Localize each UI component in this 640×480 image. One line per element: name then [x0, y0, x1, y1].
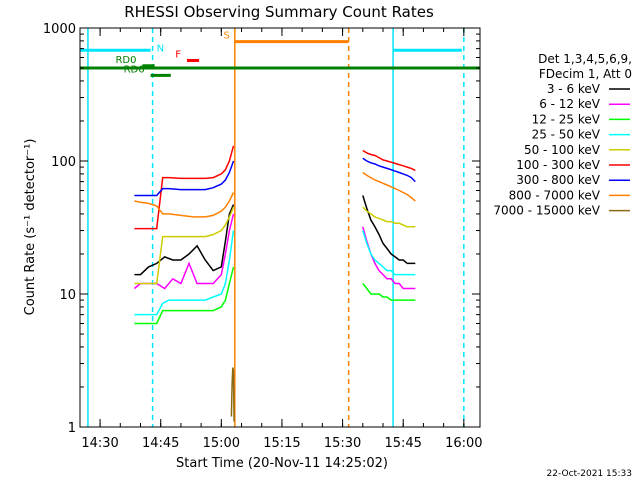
x-tick-label: 15:15 — [263, 436, 300, 451]
series-line-12-25-kev-1 — [362, 283, 416, 301]
y-tick-label: 100 — [51, 155, 76, 170]
y-tick-label: 10 — [59, 288, 76, 303]
legend-entry-800-7000-kev: 800 - 7000 keV — [509, 188, 601, 202]
legend-header-line-2: FDecim 1, Att 0 — [539, 67, 632, 81]
flag-label-f: F — [175, 49, 181, 60]
plot-frame — [79, 27, 481, 428]
timestamp: 22-Oct-2021 15:33 — [547, 469, 632, 479]
x-axis-label: Start Time (20-Nov-11 14:25:02) — [176, 456, 388, 471]
flag-label-s: S — [223, 31, 229, 42]
chart-title: RHESSI Observing Summary Count Rates — [124, 3, 434, 21]
series-line-7000-15000-kev-0 — [230, 367, 235, 422]
x-tick-label: 16:00 — [445, 436, 482, 451]
x-tick-label: 14:30 — [81, 436, 118, 451]
y-tick-label: 1 — [68, 421, 76, 436]
legend-entry-12-25-kev: 12 - 25 keV — [532, 112, 601, 126]
legend-header-line-1: Det 1,3,4,5,6,9, — [538, 52, 632, 66]
series-line-50-100-kev-0 — [134, 206, 235, 285]
y-axis-label: Count Rate (s⁻¹ detector⁻¹) — [23, 139, 38, 316]
flag-label-rd0: RD0 — [115, 55, 136, 66]
series-line-12-25-kev-0 — [134, 266, 235, 325]
y-axis: 1 10 100 1000 — [43, 22, 480, 436]
series-line-800-7000-kev-1 — [362, 171, 416, 202]
series-line-300-800-kev-0 — [134, 160, 235, 197]
legend-entry-6-12-kev: 6 - 12 keV — [539, 97, 601, 111]
series-line-100-300-kev-1 — [362, 149, 416, 172]
x-axis: 14:30 14:45 15:00 15:15 15:30 15:45 16:00 — [81, 28, 483, 451]
series-line-100-300-kev-0 — [134, 145, 235, 230]
legend: Det 1,3,4,5,6,9, FDecim 1, Att 0 3 - 6 k… — [493, 52, 632, 218]
series-line-300-800-kev-1 — [362, 157, 416, 183]
series-line-25-50-kev-0 — [134, 230, 235, 316]
y-tick-label: 1000 — [43, 22, 76, 37]
series-line-25-50-kev-1 — [362, 230, 416, 276]
x-tick-label: 15:00 — [203, 436, 240, 451]
x-tick-label: 15:30 — [324, 436, 361, 451]
series-line-3-6-kev-1 — [362, 195, 416, 265]
series-line-800-7000-kev-0 — [134, 192, 235, 218]
series-line-3-6-kev-0 — [134, 204, 235, 276]
series-line-50-100-kev-1 — [362, 206, 416, 228]
legend-entry-3-6-kev: 3 - 6 keV — [547, 82, 601, 96]
flag-label-n: N — [157, 43, 164, 54]
legend-entry-7000-15000-kev: 7000 - 15000 keV — [493, 204, 600, 218]
legend-entry-300-800-kev: 300 - 800 keV — [516, 173, 600, 187]
x-tick-label: 15:45 — [384, 436, 421, 451]
x-tick-label: 14:45 — [142, 436, 179, 451]
legend-entry-25-50-kev: 25 - 50 keV — [532, 128, 601, 142]
legend-entry-100-300-kev: 100 - 300 keV — [516, 158, 600, 172]
legend-entry-50-100-kev: 50 - 100 keV — [524, 143, 601, 157]
flag-label-rd6: RD6 — [124, 64, 145, 75]
